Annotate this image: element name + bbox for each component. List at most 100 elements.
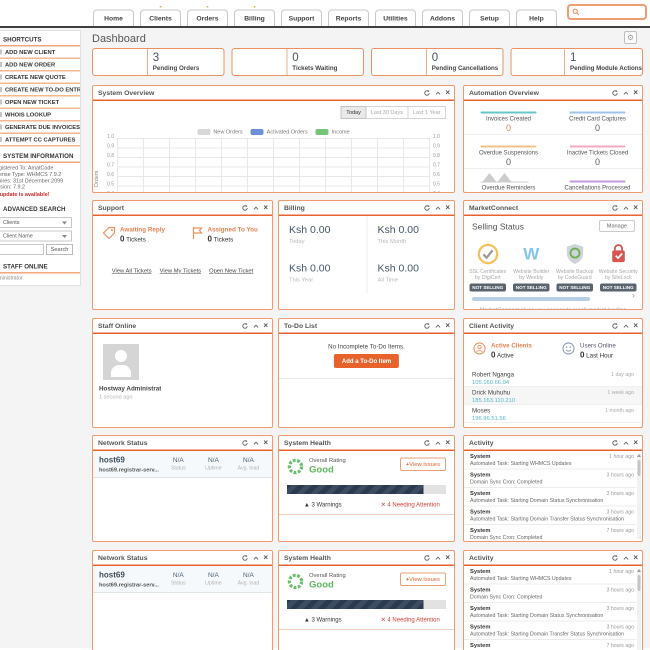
collapse-icon[interactable] [434, 205, 441, 211]
collapse-icon[interactable] [622, 90, 629, 96]
view-issues-button[interactable]: +View Issues [399, 572, 446, 586]
close-icon[interactable]: × [445, 553, 450, 562]
close-icon[interactable]: × [445, 438, 450, 447]
service-builder[interactable]: W Website Builder by Weebly NOT SELLING [510, 241, 554, 292]
sidebar-search-button[interactable]: Search [46, 244, 73, 256]
stat-box[interactable]: 1 Pending Module Actions [510, 48, 643, 76]
sidebar-shortcut-link[interactable]: CREATE NEW TO-DO ENTRY [0, 84, 80, 97]
close-icon[interactable]: × [263, 438, 268, 447]
nav-tab[interactable]: Help [516, 9, 557, 26]
network-host-row[interactable]: host69 host69.registrar-serv... N/A Stat… [93, 451, 272, 478]
scroll-up-arrow[interactable] [637, 569, 641, 572]
close-icon[interactable]: × [263, 553, 268, 562]
nav-tab[interactable]: Reports [328, 9, 369, 26]
dashboard-settings-button[interactable]: ⚙ [624, 31, 637, 44]
nav-tab[interactable]: Support [281, 9, 322, 26]
close-icon[interactable]: × [445, 203, 450, 212]
refresh-icon[interactable] [611, 204, 618, 212]
nav-tab[interactable]: Utilities [375, 9, 416, 26]
nav-tab[interactable]: ▪ Orders [187, 4, 228, 26]
range-button-1year[interactable]: Last 1 Year [408, 106, 446, 119]
sidebar-shortcut-link[interactable]: CREATE NEW QUOTE [0, 72, 80, 84]
refresh-icon[interactable] [611, 89, 618, 97]
refresh-icon[interactable] [611, 554, 618, 562]
support-link[interactable]: Open New Ticket [209, 267, 254, 275]
refresh-icon[interactable] [241, 439, 248, 447]
scrollbar[interactable] [637, 454, 641, 539]
client-ip-link[interactable]: 185.163.110.210 [472, 397, 516, 404]
close-icon[interactable]: × [263, 321, 268, 330]
sidebar-shortcut-link[interactable]: ADD NEW ORDER [0, 59, 80, 72]
collapse-icon[interactable] [252, 555, 259, 561]
collapse-icon[interactable] [434, 323, 441, 329]
client-ip-link[interactable]: 196.96.51.56 [472, 415, 506, 422]
sidebar-search-input[interactable] [0, 244, 44, 256]
close-icon[interactable]: × [445, 321, 450, 330]
collapse-icon[interactable] [434, 440, 441, 446]
view-issues-button[interactable]: +View Issues [399, 457, 446, 471]
nav-tab[interactable]: Setup [469, 9, 510, 26]
manage-button[interactable]: Manage [598, 220, 635, 232]
refresh-icon[interactable] [423, 89, 430, 97]
search-type-select[interactable]: Clients [0, 217, 72, 229]
stat-box[interactable]: 0 Tickets Waiting [231, 48, 364, 76]
client-activity-row[interactable]: Robert Nganga 105.160.66.94 1 day ago [464, 369, 642, 387]
range-button-today[interactable]: Today [340, 106, 367, 119]
horizontal-scrollbar[interactable] [472, 297, 590, 301]
scrollbar[interactable] [637, 569, 641, 650]
close-icon[interactable]: × [263, 203, 268, 212]
scroll-up-arrow[interactable] [637, 454, 641, 457]
nav-tab[interactable]: Addons [422, 9, 463, 26]
chevron-right-icon[interactable]: › [632, 290, 635, 300]
sidebar-shortcut-link[interactable]: OPEN NEW TICKET [0, 97, 80, 109]
sidebar-shortcut-link[interactable]: ATTEMPT CC CAPTURES [0, 134, 80, 147]
collapse-icon[interactable] [252, 323, 259, 329]
update-available-notice[interactable]: An update is available! [0, 191, 50, 198]
service-security[interactable]: Website Security by SiteLock NOT SELLING [597, 241, 641, 292]
refresh-icon[interactable] [423, 554, 430, 562]
refresh-icon[interactable] [423, 204, 430, 212]
close-icon[interactable]: × [633, 203, 638, 212]
refresh-icon[interactable] [611, 439, 618, 447]
close-icon[interactable]: × [633, 438, 638, 447]
collapse-icon[interactable] [622, 205, 629, 211]
client-activity-row[interactable]: Moses 196.96.51.56 1 month ago [464, 405, 642, 423]
refresh-icon[interactable] [241, 554, 248, 562]
refresh-icon[interactable] [241, 204, 248, 212]
network-host-row[interactable]: host69 host69.registrar-serv... N/A Stat… [93, 566, 272, 593]
search-field-select[interactable]: Client Name [0, 230, 72, 242]
refresh-icon[interactable] [423, 439, 430, 447]
collapse-icon[interactable] [622, 555, 629, 561]
nav-tab[interactable]: Home [93, 9, 134, 26]
sidebar-shortcut-link[interactable]: GENERATE DUE INVOICES [0, 122, 80, 134]
scrollbar-thumb[interactable] [637, 575, 641, 591]
add-todo-button[interactable]: Add a To-Do Item [333, 354, 400, 368]
refresh-icon[interactable] [241, 322, 248, 330]
nav-tab[interactable]: ▪ Clients [140, 4, 181, 26]
collapse-icon[interactable] [622, 323, 629, 329]
stat-box[interactable]: 3 Pending Orders [92, 48, 225, 76]
close-icon[interactable]: × [633, 553, 638, 562]
stat-box[interactable]: 0 Pending Cancellations [371, 48, 504, 76]
collapse-icon[interactable] [252, 205, 259, 211]
nav-tab[interactable]: ▪ Billing [234, 4, 275, 26]
close-icon[interactable]: × [633, 88, 638, 97]
sidebar-shortcut-link[interactable]: ADD NEW CLIENT [0, 47, 80, 59]
support-link[interactable]: View My Tickets [159, 267, 202, 275]
refresh-icon[interactable] [423, 322, 430, 330]
collapse-icon[interactable] [434, 90, 441, 96]
service-backup[interactable]: Website Backup by CodeGuard NOT SELLING [553, 241, 597, 292]
close-icon[interactable]: × [633, 321, 638, 330]
service-ssl[interactable]: SSL Certificates by DigiCert NOT SELLING [466, 241, 510, 292]
global-search-input[interactable] [567, 4, 647, 20]
sidebar-shortcut-link[interactable]: WHOIS LOOKUP [0, 109, 80, 122]
client-activity-row[interactable]: Drick Muhuhu 185.163.110.210 1 week ago [464, 387, 642, 405]
refresh-icon[interactable] [611, 322, 618, 330]
support-link[interactable]: View All Tickets [111, 267, 152, 275]
collapse-icon[interactable] [434, 555, 441, 561]
collapse-icon[interactable] [622, 440, 629, 446]
collapse-icon[interactable] [252, 440, 259, 446]
client-ip-link[interactable]: 105.160.66.94 [472, 379, 510, 386]
close-icon[interactable]: × [445, 88, 450, 97]
range-button-30days[interactable]: Last 30 Days [366, 106, 409, 119]
